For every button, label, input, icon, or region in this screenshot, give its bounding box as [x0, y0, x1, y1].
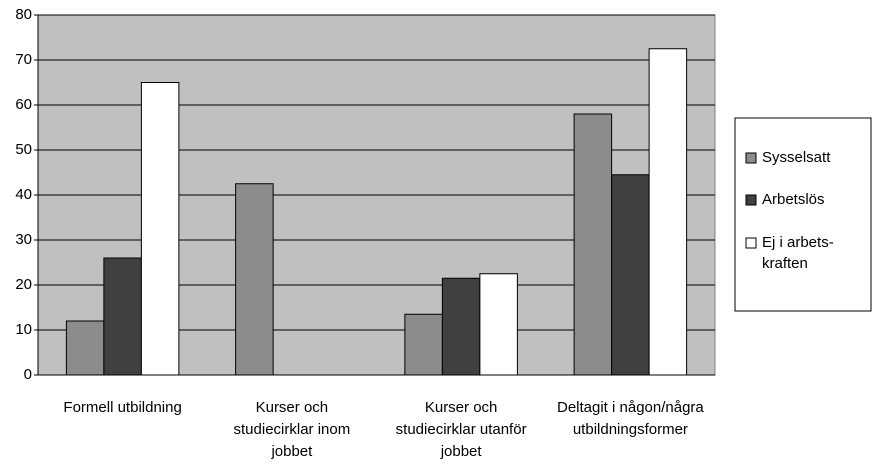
y-tick-label: 80 [15, 6, 32, 23]
legend-label: Sysselsatt [762, 149, 831, 166]
legend-label: Ej i arbets-kraften [762, 234, 834, 272]
x-tick-label: Deltagit i någon/några utbildningsformer [556, 399, 704, 438]
bar [235, 183, 274, 376]
y-tick-label: 50 [15, 141, 32, 158]
y-tick-label: 70 [15, 51, 32, 68]
x-tick-label: Kurser och studiecirklar utanför jobbet [395, 399, 527, 460]
y-tick-label: 10 [15, 321, 32, 338]
legend-swatch [745, 237, 757, 249]
y-tick-label: 30 [15, 231, 32, 248]
bar [65, 320, 105, 376]
bar [140, 82, 180, 376]
legend-swatch [745, 152, 757, 164]
legend-swatch [745, 194, 757, 206]
legend-box [734, 117, 872, 312]
bar [404, 313, 443, 376]
bar [479, 273, 518, 376]
bar [611, 174, 650, 376]
y-tick-label: 40 [15, 186, 32, 203]
bar [103, 257, 142, 376]
bar [573, 113, 613, 376]
bar [648, 48, 688, 376]
x-tick-label: Kurser och studiecirklar inom jobbet [233, 399, 351, 460]
y-tick-label: 0 [24, 366, 32, 383]
x-tick-label: Formell utbildning [63, 399, 182, 416]
y-tick-label: 60 [15, 96, 32, 113]
legend-label: Arbetslös [762, 191, 825, 208]
bar [441, 277, 481, 376]
y-tick-label: 20 [15, 276, 32, 293]
